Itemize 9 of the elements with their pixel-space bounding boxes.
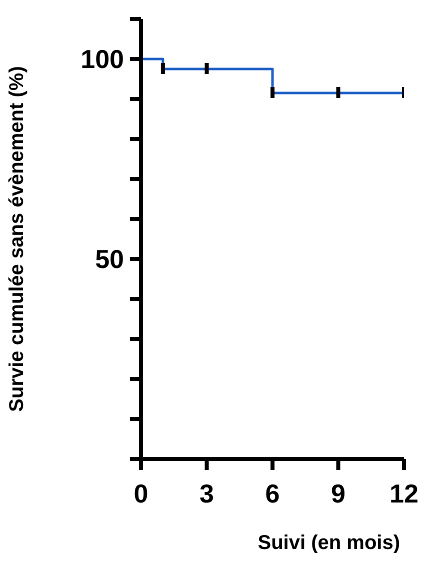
x-tick-label: 6 <box>265 478 280 508</box>
x-axis-title: Suivi (en mois) <box>258 532 400 554</box>
x-tick-label: 3 <box>200 478 214 508</box>
x-tick-label: 12 <box>390 478 418 508</box>
y-axis-title: Survie cumulée sans évènement (%) <box>6 66 28 412</box>
x-tick-label: 9 <box>331 478 346 508</box>
x-tick-label: 0 <box>134 478 148 508</box>
y-tick-label: 50 <box>95 244 124 274</box>
y-tick-label: 100 <box>80 44 124 74</box>
